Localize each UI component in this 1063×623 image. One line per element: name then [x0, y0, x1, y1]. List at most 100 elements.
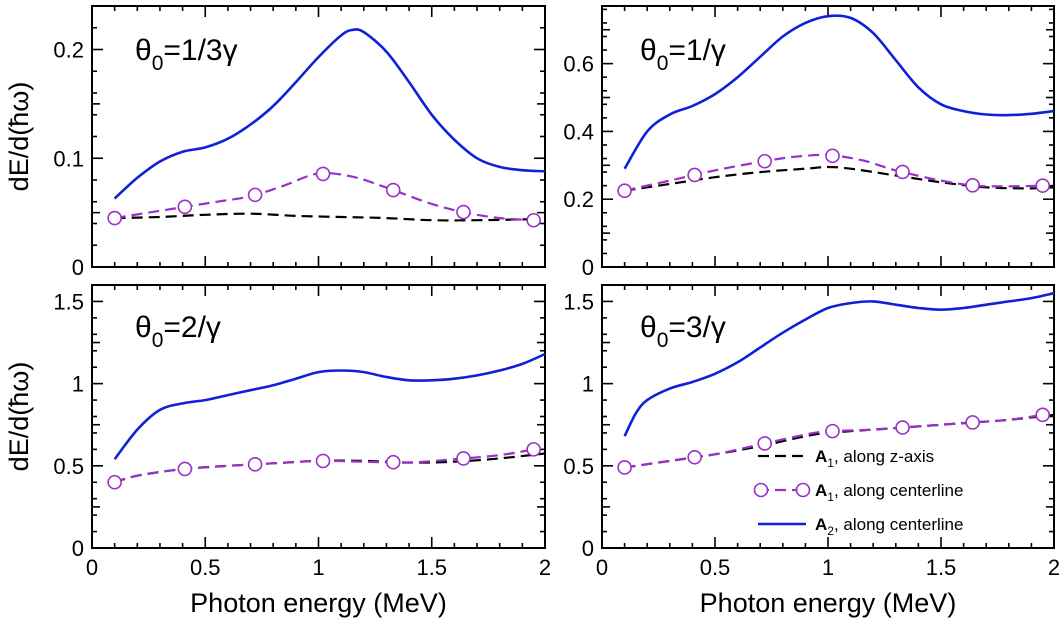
series-marker — [456, 204, 471, 220]
y-tick-label: 0.4 — [563, 119, 594, 144]
y-tick-label: 0 — [72, 536, 84, 561]
legend-label: A1, along z-axis — [815, 447, 934, 470]
series-marker — [617, 183, 632, 199]
y-axis-title: dE/d(ħω) — [4, 362, 34, 472]
x-tick-label: 1.5 — [926, 555, 957, 580]
panel-title: θ0=1/3γ — [135, 34, 238, 75]
panel-p2: 00.20.40.6 θ0=1/γ — [563, 5, 1055, 280]
y-tick-label: 0.6 — [563, 52, 594, 77]
legend-label-bold: A — [815, 481, 827, 500]
series-marker — [825, 148, 840, 164]
series-marker — [1035, 178, 1050, 193]
panel-title-value: =2/γ — [163, 311, 221, 344]
series-marker — [825, 423, 840, 439]
x-tick-label: 1 — [822, 555, 834, 580]
series-marker — [965, 178, 980, 193]
series-line-dashed-black — [624, 165, 1055, 192]
series-marker — [617, 460, 632, 475]
y-tick-label: 0 — [582, 536, 594, 561]
series-line-solid-blue — [623, 291, 1055, 437]
series-line-solid-blue — [113, 352, 546, 460]
series-marker — [965, 415, 980, 430]
legend-label-text: , along z-axis — [834, 447, 934, 466]
panel-title: θ0=3/γ — [640, 311, 726, 352]
x-tick-label: 2 — [539, 555, 551, 580]
y-tick-label: 1.5 — [53, 289, 84, 314]
panel-title-symbol: θ — [640, 34, 657, 67]
panel-p1: 00.10.2dE/d(ħω)θ0=1/3γ — [4, 5, 546, 280]
panel-title-symbol: θ — [135, 311, 152, 344]
panel-title: θ0=2/γ — [135, 311, 221, 352]
series-marker — [526, 442, 541, 457]
series-marker — [687, 449, 702, 465]
legend-label-bold: A — [815, 515, 827, 534]
panel-title-symbol: θ — [640, 311, 657, 344]
legend-marker — [795, 482, 811, 498]
series-marker — [895, 420, 910, 435]
panel-title-value: =1/γ — [668, 34, 726, 67]
panel-title-subscript: 0 — [152, 329, 164, 352]
x-axis-title: Photon energy (MeV) — [700, 588, 957, 618]
y-tick-label: 0 — [582, 255, 594, 280]
x-tick-label: 1 — [312, 555, 324, 580]
x-tick-label: 0 — [596, 555, 608, 580]
plot-frame — [91, 284, 546, 549]
series-marker — [247, 187, 263, 203]
x-axis-title: Photon energy (MeV) — [190, 588, 447, 618]
series-marker — [177, 461, 193, 477]
legend-label-text: , along centerline — [834, 481, 963, 500]
series-marker — [315, 166, 331, 182]
panel-title-symbol: θ — [135, 34, 152, 67]
y-tick-label: 0.5 — [53, 454, 84, 479]
series-marker — [757, 436, 773, 451]
legend-label-bold: A — [815, 447, 827, 466]
series-marker — [456, 451, 471, 466]
series-marker — [526, 212, 541, 228]
legend-label: A2, along centerline — [815, 515, 963, 538]
y-tick-label: 1.5 — [563, 289, 594, 314]
panel-title-value: =3/γ — [668, 311, 726, 344]
series-marker — [385, 182, 401, 198]
series-marker — [107, 474, 122, 490]
legend-label-subscript: 2 — [827, 524, 834, 538]
plot-frame — [91, 5, 546, 268]
legend-label-subscript: 1 — [827, 456, 834, 470]
series-marker — [107, 210, 122, 226]
series-marker — [687, 167, 702, 183]
legend-marker — [753, 482, 769, 498]
y-tick-label: 0.1 — [53, 146, 84, 171]
panel-p3: 0 0.5 1 1.5 2 0 0.5 1 1.5 dE/d(ħω) Photon energy (… — [4, 284, 551, 618]
y-tick-label: 1 — [72, 372, 84, 397]
legend-label-subscript: 1 — [827, 490, 834, 504]
series-marker — [1035, 407, 1050, 423]
y-tick-label: 0.2 — [563, 187, 594, 212]
panel-title-subscript: 0 — [152, 52, 164, 75]
x-tick-label: 2 — [1048, 555, 1060, 580]
legend-label: A1, along centerline — [815, 481, 963, 504]
series-marker — [385, 454, 401, 470]
series-marker — [315, 453, 331, 469]
x-tick-label: 0.5 — [190, 555, 221, 580]
series-marker — [247, 457, 263, 472]
x-tick-label: 0.5 — [700, 555, 731, 580]
x-tick-label: 0 — [86, 555, 98, 580]
legend-label-text: , along centerline — [834, 515, 963, 534]
y-tick-label: 0 — [72, 255, 84, 280]
y-axis-title: dE/d(ħω) — [4, 82, 34, 192]
panel-title-subscript: 0 — [657, 52, 669, 75]
series-marker — [895, 164, 910, 180]
y-tick-label: 0.5 — [563, 454, 594, 479]
panel-title: θ0=1/γ — [640, 34, 726, 75]
y-tick-label: 1 — [582, 372, 594, 397]
y-tick-label: 0.2 — [53, 38, 84, 63]
panel-title-subscript: 0 — [657, 329, 669, 352]
series-marker — [757, 153, 773, 169]
series-line-solid-blue — [623, 14, 1055, 170]
series-line-solid-blue — [113, 28, 546, 200]
series-marker — [177, 199, 193, 215]
panel-title-value: =1/3γ — [163, 34, 237, 67]
x-tick-label: 1.5 — [416, 555, 447, 580]
